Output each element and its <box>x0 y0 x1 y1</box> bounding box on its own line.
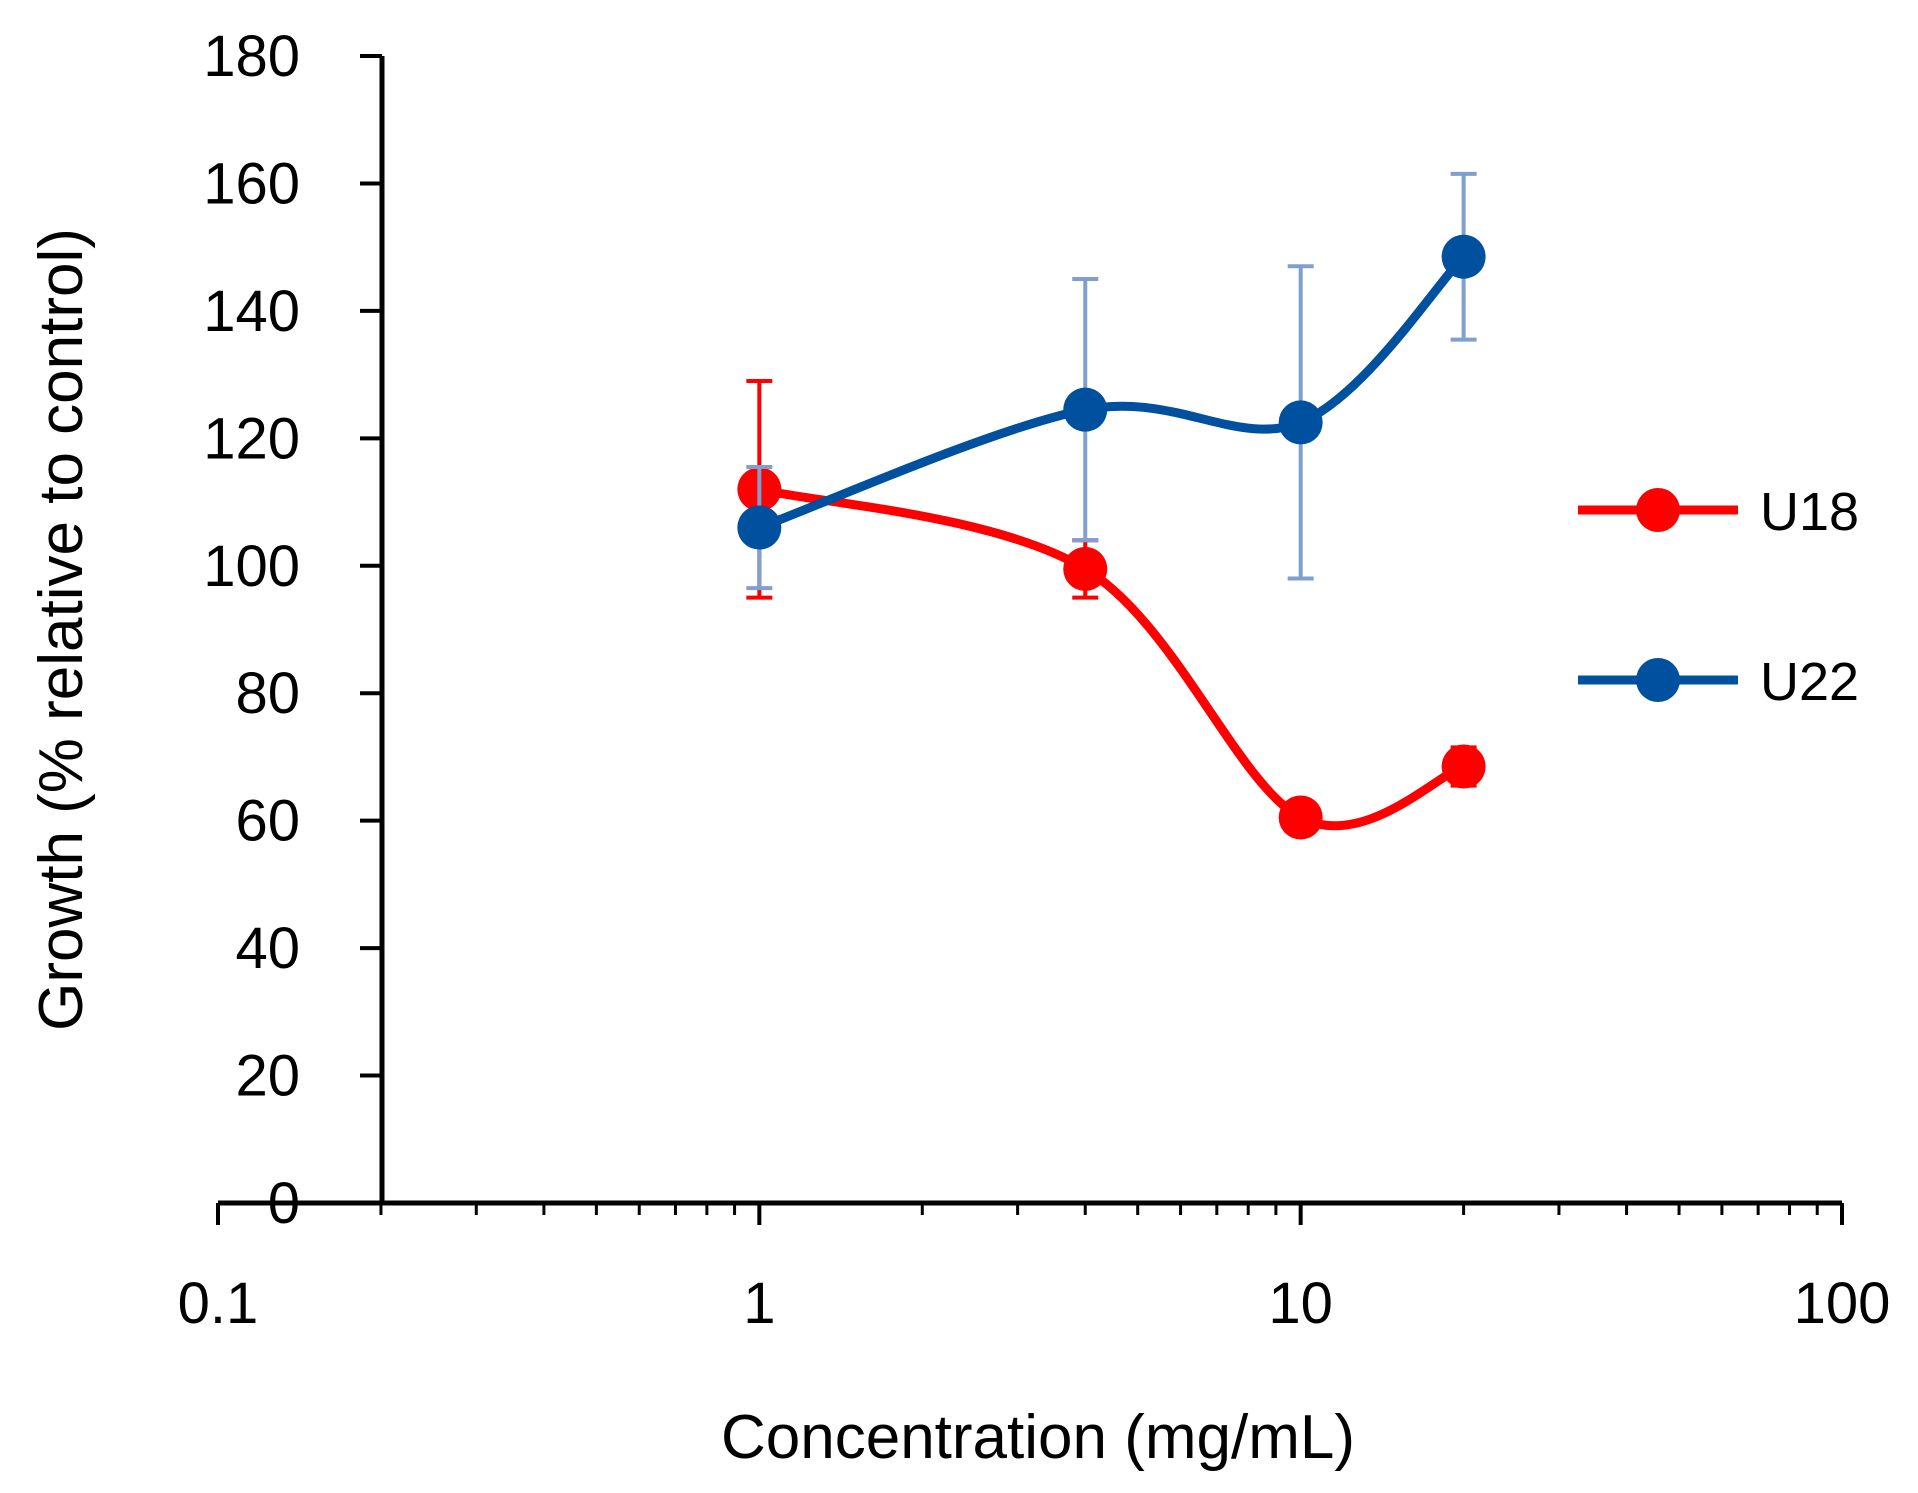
data-point-u22 <box>1278 400 1323 445</box>
x-axis-title: Concentration (mg/mL) <box>721 1403 1355 1472</box>
data-point-u22 <box>1441 234 1486 279</box>
legend-item-u22: U22 <box>1578 652 1859 712</box>
data-point-u18 <box>1441 744 1486 789</box>
plot-area <box>737 171 1486 840</box>
x-axis: 0.1 1 10 100 <box>178 1200 1891 1336</box>
x-tick-label: 100 <box>1794 1271 1891 1336</box>
legend-item-u18: U18 <box>1578 482 1859 542</box>
series-line-u22 <box>754 252 1469 533</box>
legend: U18 U22 <box>1578 482 1859 712</box>
y-tick-label: 60 <box>235 789 300 854</box>
x-tick-label: 10 <box>1268 1271 1333 1336</box>
data-point-u22 <box>1063 387 1108 432</box>
y-tick-label: 140 <box>203 279 300 344</box>
y-tick-label: 100 <box>203 534 300 599</box>
series-line-u18 <box>754 484 1469 831</box>
y-tick-label: 40 <box>235 916 300 981</box>
y-tick-label: 120 <box>203 406 300 471</box>
y-tick-label: 160 <box>203 151 300 216</box>
series-u18 <box>737 378 1486 840</box>
data-point-u22 <box>737 505 782 550</box>
legend-label-u22: U22 <box>1760 652 1859 712</box>
y-axis-title: Growth (% relative to control) <box>27 228 96 1031</box>
series-u22 <box>737 171 1486 591</box>
data-point-u18 <box>1278 795 1323 840</box>
data-point-u18 <box>1063 546 1108 591</box>
x-tick-label: 0.1 <box>178 1271 259 1336</box>
legend-marker-u22 <box>1636 658 1680 702</box>
y-tick-label: 80 <box>235 661 300 726</box>
y-tick-label: 20 <box>235 1044 300 1109</box>
y-tick-label: 180 <box>203 24 300 89</box>
legend-marker-u18 <box>1636 488 1680 532</box>
x-tick-label: 1 <box>743 1271 775 1336</box>
legend-label-u18: U18 <box>1760 482 1859 542</box>
